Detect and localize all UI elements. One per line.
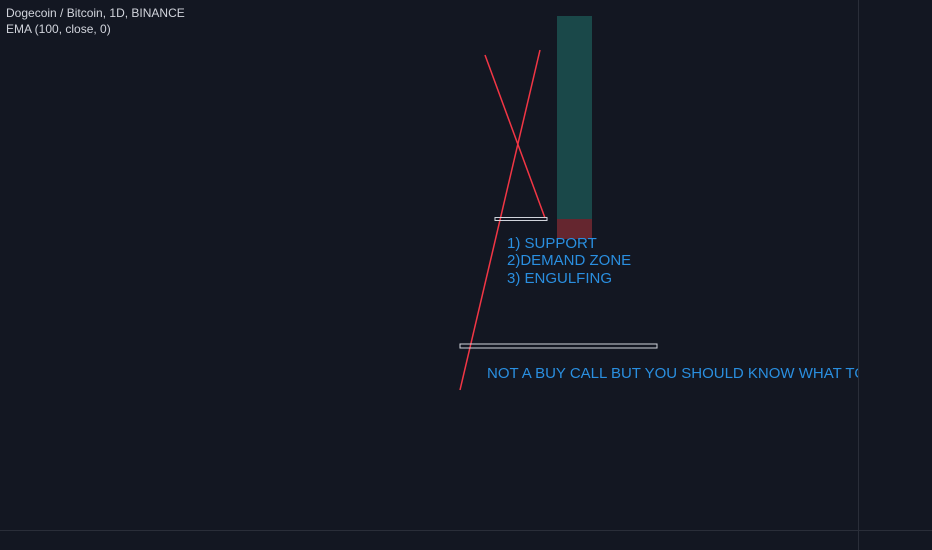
zone-box	[459, 343, 658, 349]
chart-title: Dogecoin / Bitcoin, 1D, BINANCE	[6, 6, 185, 20]
annotation: 3) ENGULFING	[507, 270, 612, 287]
indicator-label: EMA (100, close, 0)	[6, 22, 111, 36]
annotation: 1) SUPPORT	[507, 235, 597, 252]
annotation: 2)DEMAND ZONE	[507, 252, 631, 269]
trend-line	[484, 54, 546, 219]
target-zone	[557, 16, 592, 219]
drawings	[459, 16, 658, 391]
notes: 1) SUPPORT 2)DEMAND ZONE 3) ENGULFING NO…	[487, 235, 866, 382]
stop-zone	[557, 219, 592, 239]
zone-box	[494, 217, 548, 221]
annotation: NOT A BUY CALL BUT YOU SHOULD KNOW WHAT …	[487, 365, 866, 382]
